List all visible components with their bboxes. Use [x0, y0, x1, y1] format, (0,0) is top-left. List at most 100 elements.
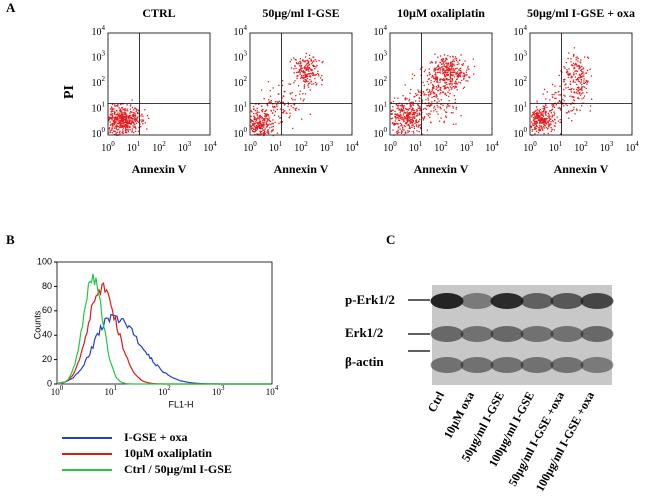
event-dot: [404, 98, 406, 100]
event-dot: [423, 94, 425, 96]
event-dot: [263, 130, 266, 133]
tick-label: 100: [514, 126, 528, 141]
event-dot: [553, 129, 556, 131]
event-dot: [269, 101, 271, 103]
event-dot: [447, 79, 449, 81]
event-dot: [134, 126, 136, 128]
event-dot: [392, 100, 395, 103]
event-dot: [542, 105, 544, 107]
event-dot: [409, 108, 411, 110]
event-dot: [531, 123, 534, 125]
event-dot: [119, 126, 121, 128]
event-dot: [117, 104, 119, 106]
event-dot: [410, 104, 412, 106]
event-dot: [442, 85, 444, 87]
event-dot: [256, 133, 259, 136]
event-dot: [566, 69, 568, 71]
event-dot: [296, 77, 298, 79]
event-dot: [562, 103, 564, 105]
event-dot: [463, 77, 465, 79]
event-dot: [533, 118, 535, 121]
tick-exp: 4: [384, 24, 388, 32]
event-dot: [408, 127, 411, 130]
event-dot: [412, 120, 415, 122]
event-dot: [539, 129, 541, 131]
event-dot: [124, 108, 126, 110]
event-dot: [120, 115, 122, 117]
event-dot: [431, 89, 433, 91]
event-dot: [260, 124, 263, 126]
event-dot: [315, 66, 317, 68]
event-dot: [398, 114, 400, 117]
event-dot: [131, 117, 133, 120]
event-dot: [274, 121, 276, 123]
event-dot: [418, 113, 421, 115]
event-dot: [568, 73, 571, 75]
tick-base: 10: [243, 143, 253, 154]
event-dot: [399, 105, 402, 107]
y-tick-label: 40: [42, 330, 52, 340]
event-dot: [301, 118, 303, 120]
tick-label: 101: [549, 140, 563, 155]
event-dot: [579, 94, 582, 96]
plot-frame: [389, 32, 493, 136]
event-dot: [302, 59, 304, 61]
event-dot: [567, 57, 569, 60]
event-dot: [563, 105, 565, 107]
event-dot: [395, 103, 397, 106]
event-dot: [303, 66, 305, 69]
event-dot: [459, 73, 461, 75]
event-dot: [253, 118, 255, 120]
event-dot: [579, 109, 581, 112]
event-dot: [294, 108, 296, 110]
event-dot: [261, 109, 263, 111]
event-dot: [451, 87, 453, 89]
event-dot: [412, 109, 414, 112]
event-dot: [409, 122, 411, 124]
event-dot: [279, 117, 281, 119]
event-dot: [465, 71, 468, 73]
event-dot: [259, 117, 261, 119]
event-dot: [429, 73, 431, 75]
event-dot: [276, 108, 278, 111]
event-dot: [121, 107, 123, 109]
event-dot: [463, 72, 465, 74]
event-dot: [455, 73, 458, 75]
event-dot: [264, 120, 266, 122]
event-dot: [418, 107, 421, 109]
event-dot: [407, 112, 409, 114]
event-dot: [467, 80, 469, 82]
event-dot: [395, 118, 397, 120]
event-dot: [298, 108, 300, 111]
event-dot: [111, 113, 113, 115]
event-dot: [536, 108, 539, 110]
event-dot: [532, 113, 534, 115]
event-dot: [122, 112, 124, 114]
event-dot: [412, 121, 414, 124]
event-dot: [577, 57, 579, 60]
event-dot: [415, 94, 418, 97]
event-dot: [568, 74, 570, 76]
event-dot: [451, 84, 453, 86]
plot-frame: [529, 32, 633, 136]
event-dot: [290, 105, 292, 107]
event-dot: [581, 98, 583, 100]
event-dot: [550, 127, 552, 129]
event-dot: [455, 86, 457, 89]
event-dot: [321, 79, 323, 81]
event-dot: [260, 132, 262, 134]
event-dot: [266, 125, 268, 128]
event-dot: [454, 85, 456, 87]
event-dot: [255, 119, 258, 121]
event-dot: [532, 124, 534, 127]
event-dot: [452, 107, 454, 109]
event-dot: [403, 124, 406, 127]
event-dot: [415, 93, 417, 95]
event-dot: [321, 75, 323, 77]
event-dot: [397, 127, 400, 129]
event-dot: [417, 104, 419, 106]
event-dot: [307, 83, 310, 85]
event-dot: [110, 117, 113, 119]
event-dot: [431, 76, 433, 78]
tick-exp: 1: [137, 140, 141, 148]
